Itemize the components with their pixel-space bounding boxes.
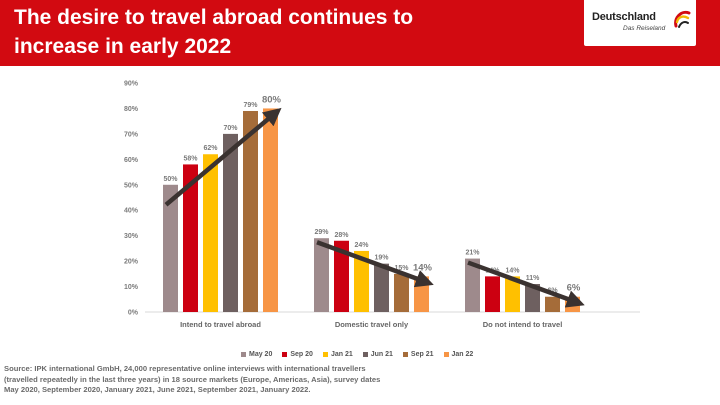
data-label: 19% — [374, 255, 389, 262]
data-label: 24% — [354, 242, 369, 249]
data-label: 79% — [243, 102, 258, 109]
data-label: 58% — [183, 155, 198, 162]
legend-item: Sep 21 — [402, 351, 434, 358]
y-tick-label: 50% — [124, 182, 139, 189]
legend-item: May 20 — [241, 351, 272, 358]
logo-wordmark: Deutschland — [592, 11, 656, 23]
category-label: Do not intend to travel — [483, 320, 563, 329]
bar — [505, 276, 520, 312]
legend-label: Jan 21 — [330, 351, 353, 358]
legend-label: Jan 22 — [451, 351, 474, 358]
bar — [545, 296, 560, 312]
legend-label: Jun 21 — [370, 351, 393, 358]
data-label: 62% — [203, 145, 218, 152]
data-label: 28% — [334, 232, 349, 239]
legend-swatch — [362, 352, 368, 357]
title-line-2: increase in early 2022 — [14, 35, 232, 58]
legend-item: Jan 21 — [322, 351, 353, 358]
bar — [394, 273, 409, 312]
bar — [334, 240, 349, 312]
legend-label: May 20 — [249, 351, 273, 358]
y-tick-label: 80% — [124, 106, 139, 113]
legend-label: Sep 21 — [410, 351, 434, 358]
bar — [263, 108, 278, 312]
bar — [183, 164, 198, 312]
legend-swatch — [322, 352, 328, 357]
bar — [243, 110, 258, 312]
trend-arrow — [316, 240, 434, 288]
legend-label: Sep 20 — [290, 351, 313, 358]
data-label: 14% — [413, 262, 433, 273]
data-label: 11% — [526, 275, 540, 282]
bar — [374, 263, 389, 312]
bar — [485, 276, 500, 312]
data-label: 80% — [262, 94, 282, 105]
data-label: 50% — [163, 176, 178, 183]
bar — [314, 238, 329, 312]
data-label: 15% — [394, 265, 409, 272]
category-label: Intend to travel abroad — [180, 320, 261, 329]
data-label: 14% — [505, 267, 520, 274]
y-tick-label: 70% — [124, 131, 139, 138]
legend-item: Jan 22 — [443, 351, 474, 358]
source-line: Source: IPK international GmbH, 24,000 r… — [4, 364, 366, 373]
legend-item: Jun 21 — [362, 351, 393, 358]
y-tick-label: 20% — [124, 259, 139, 266]
legend-item: Sep 20 — [282, 351, 313, 358]
y-tick-label: 90% — [124, 81, 139, 88]
deutschland-logo: Deutschland Das Reiseland — [584, 0, 696, 46]
data-label: 21% — [465, 250, 480, 257]
title-line-1: The desire to travel abroad continues to — [14, 6, 414, 29]
bar — [203, 154, 218, 312]
data-label: 6% — [567, 283, 581, 294]
data-label: 29% — [314, 229, 329, 236]
legend-swatch — [241, 352, 246, 357]
y-tick-label: 30% — [124, 233, 139, 240]
source-line: (travelled repeatedly in the last three … — [4, 374, 381, 384]
bar — [525, 284, 540, 312]
legend-swatch — [282, 352, 288, 357]
chart-legend: May 20 Sep 20 Jan 21 Jun 21 Sep 21 Jan 22 — [241, 351, 473, 358]
bar — [465, 258, 480, 312]
swirl-logo-icon — [674, 10, 691, 28]
y-tick-label: 60% — [124, 157, 139, 164]
bar — [354, 250, 369, 312]
page-title: The desire to travel abroad continues to… — [14, 3, 574, 61]
trend-arrow — [164, 107, 282, 207]
trend-arrow — [467, 260, 585, 308]
category-label: Domestic travel only — [335, 320, 409, 329]
y-tick-label: 0% — [128, 310, 139, 317]
data-label: 70% — [223, 125, 238, 132]
legend-swatch — [443, 352, 449, 357]
bar — [163, 184, 178, 312]
legend-swatch — [402, 352, 408, 357]
source-line: May 2020, September 2020, January 2021, … — [4, 385, 311, 394]
bar-chart: 0% 10% 20% 30% 40% 50% 60% 70% 80% 90% 50% 58% 62% 70… — [124, 81, 640, 329]
bar — [223, 133, 238, 312]
logo-tagline: Das Reiseland — [623, 25, 666, 32]
source-note: Source: IPK international GmbH, 24,000 r… — [4, 364, 474, 396]
y-tick-label: 10% — [124, 284, 139, 291]
y-tick-label: 40% — [124, 208, 139, 215]
